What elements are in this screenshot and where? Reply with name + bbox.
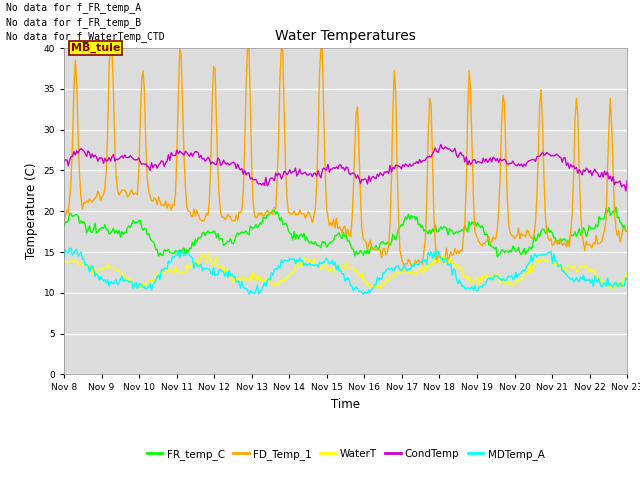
- Text: No data for f_FR_temp_A: No data for f_FR_temp_A: [6, 2, 141, 13]
- Legend: FR_temp_C, FD_Temp_1, WaterT, CondTemp, MDTemp_A: FR_temp_C, FD_Temp_1, WaterT, CondTemp, …: [143, 445, 548, 464]
- X-axis label: Time: Time: [331, 398, 360, 411]
- Text: MB_tule: MB_tule: [71, 43, 120, 53]
- Y-axis label: Temperature (C): Temperature (C): [25, 163, 38, 260]
- Title: Water Temperatures: Water Temperatures: [275, 29, 416, 43]
- Text: No data for f_WaterTemp_CTD: No data for f_WaterTemp_CTD: [6, 31, 165, 42]
- Text: No data for f_FR_temp_B: No data for f_FR_temp_B: [6, 17, 141, 28]
